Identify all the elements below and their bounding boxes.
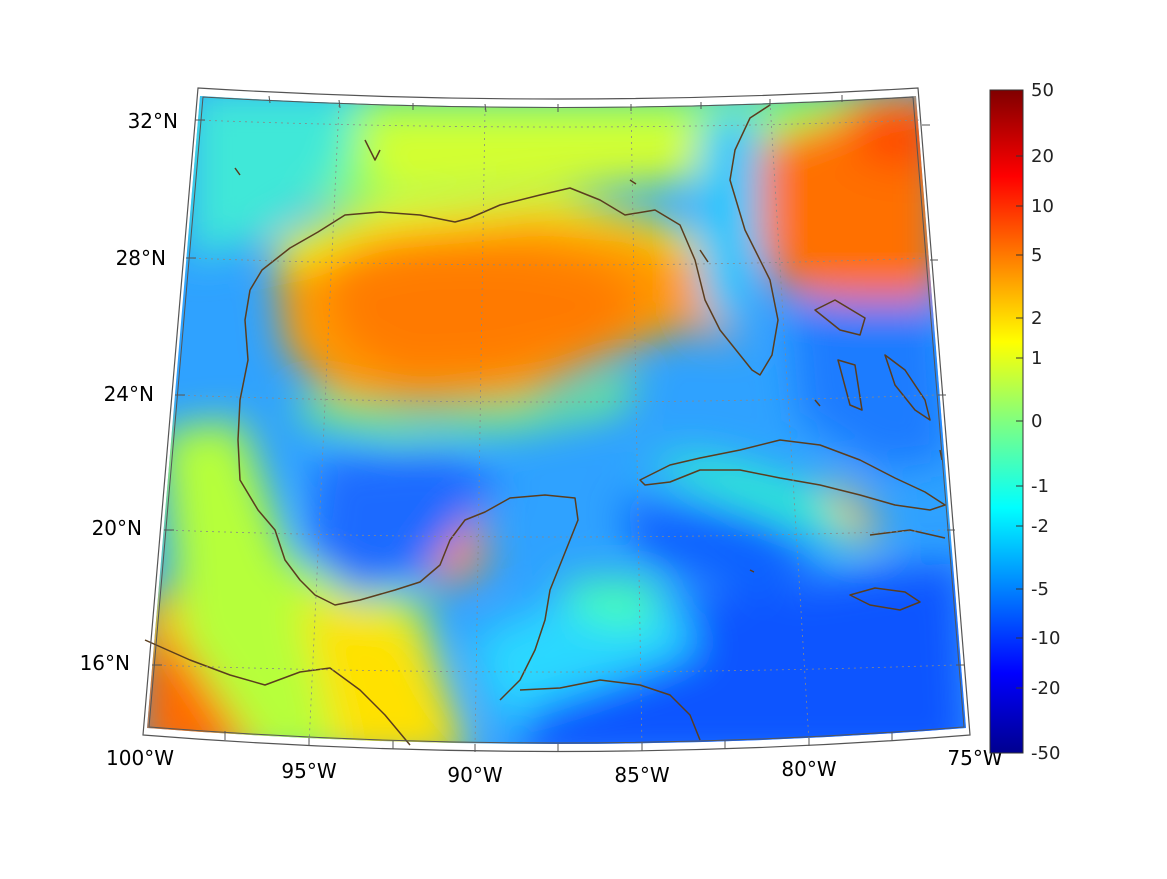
colorbar-tick-label: 10 [1031,196,1054,217]
bahamas-coastline [814,299,931,421]
grid-meridian [769,101,810,743]
colorbar-tick-label: 50 [1031,80,1054,101]
map-field [147,96,966,744]
colorbar-tick-label: 5 [1031,245,1042,266]
colorbar-tick-label: 2 [1031,308,1042,329]
lon-label: 90°W [447,763,502,787]
lat-label: 20°N [92,516,142,540]
colorbar-tick-label: -10 [1031,628,1060,649]
lon-label: 95°W [281,759,336,783]
map-frame [142,87,971,753]
lat-label: 16°N [80,651,130,675]
hispaniola-coastline [869,529,946,539]
colorbar-tick-label: -5 [1031,579,1049,600]
caribbean-islands [234,139,943,573]
gulf-coastline [249,104,779,376]
colorbar-tick-label: 20 [1031,146,1054,167]
jamaica-coastline [849,587,921,611]
coastlines [144,104,946,746]
lon-label: 100°W [106,746,174,770]
lat-label: 32°N [128,109,178,133]
cuba-coastline [639,439,946,511]
colorbar-tick-label: 1 [1031,348,1042,369]
frame-tick [338,99,341,109]
grid-parallel [175,394,936,403]
mexico-east-coastline [237,289,579,701]
colorbar-tick-label: -2 [1031,516,1049,537]
honduras-coastline [519,679,701,741]
colorbar-tick-label: -1 [1031,476,1049,497]
lon-label: 80°W [781,757,836,781]
lat-label: 24°N [104,382,154,406]
lat-label: 28°N [116,246,166,270]
grid-parallel [196,119,921,128]
frame-inner [148,96,965,744]
latitude-labels: 32°N 28°N 24°N 20°N 16°N [80,109,178,675]
longitude-labels: 100°W 95°W 90°W 85°W 80°W 75°W [106,746,1003,787]
colorbar-tick-label: 0 [1031,411,1042,432]
colorbar-tick-label: -50 [1031,743,1060,764]
frame-outer [142,87,971,753]
frame-tick [268,95,271,104]
grid-parallel [151,664,956,673]
graticule [151,101,956,749]
grid-meridian [630,105,643,749]
colorbar-tick-label: -20 [1031,678,1060,699]
central-america-coastline [144,639,411,746]
lon-label: 85°W [614,763,669,787]
frame-tick [484,103,487,113]
